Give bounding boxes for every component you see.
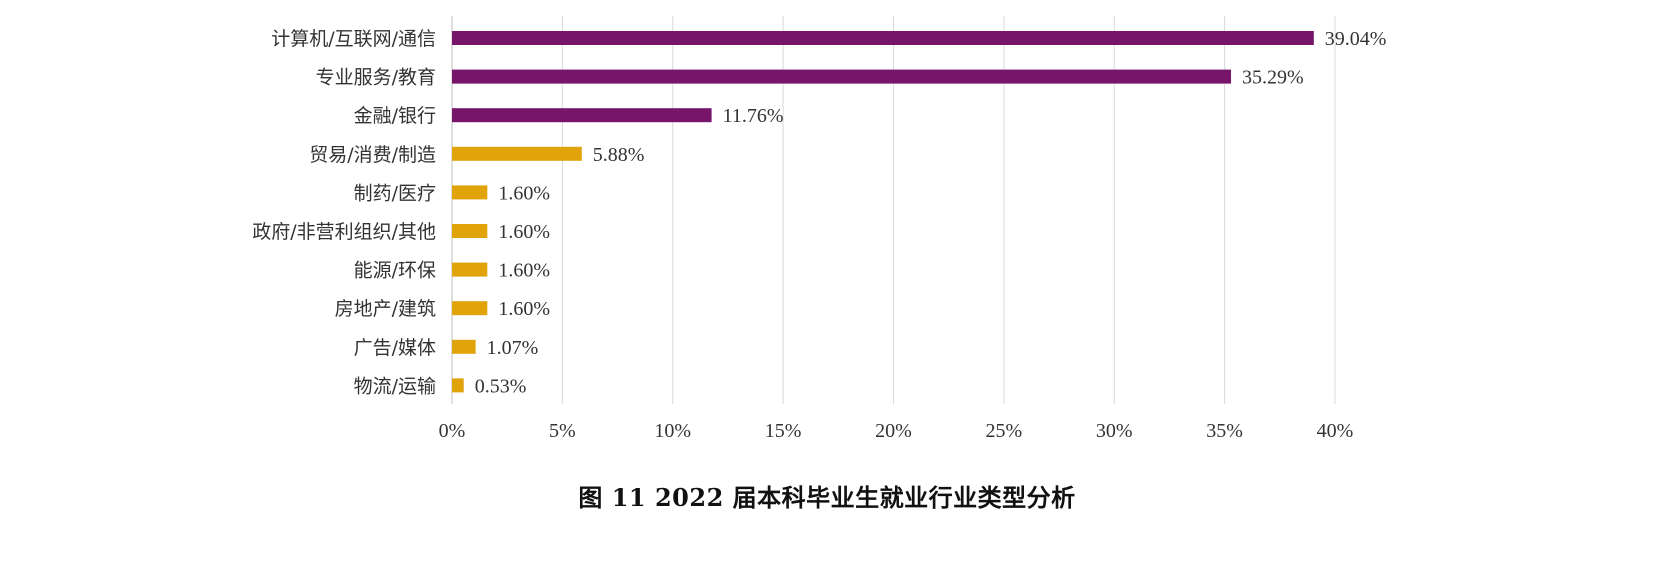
x-tick-label-5: 25% [986,420,1023,442]
x-tick-label-1: 5% [549,420,576,442]
category-label-4: 制药/医疗 [354,182,436,204]
bar-3 [452,146,582,161]
data-label-5: 1.60% [498,221,550,243]
bar-6 [452,262,488,277]
data-label-6: 1.60% [498,260,550,282]
x-tick-label-6: 30% [1096,420,1133,442]
category-label-2: 金融/银行 [354,105,436,127]
category-label-6: 能源/环保 [354,260,436,282]
bar-7 [452,301,488,316]
chart-caption: 图 11 2022 届本科毕业生就业行业类型分析 [578,483,1076,512]
x-tick-label-3: 15% [765,420,802,442]
bar-chart: 计算机/互联网/通信 39.04% 专业服务/教育 35.29% 金融/银行 11.76%… [252,16,1387,442]
category-label-3: 贸易/消费/制造 [309,144,436,166]
data-label-2: 11.76% [723,105,784,127]
bar-0 [452,31,1314,45]
x-tick-label-0: 0% [439,420,466,442]
data-label-8: 1.07% [487,337,539,359]
category-label-8: 广告/媒体 [354,337,436,359]
bar-1 [452,69,1232,84]
data-label-0: 39.04% [1325,28,1387,50]
category-label-0: 计算机/互联网/通信 [271,28,436,50]
x-tick-label-8: 40% [1317,420,1354,442]
bar-2 [452,108,712,123]
x-tick-label-4: 20% [875,420,912,442]
category-label-5: 政府/非营利组织/其他 [252,221,436,243]
data-label-7: 1.60% [498,298,550,320]
category-label-1: 专业服务/教育 [316,67,436,89]
category-label-9: 物流/运输 [354,375,436,397]
bar-8 [452,339,476,354]
data-label-1: 35.29% [1242,67,1304,89]
x-tick-label-7: 35% [1206,420,1243,442]
bar-5 [452,224,488,238]
data-label-9: 0.53% [475,375,527,397]
category-label-7: 房地产/建筑 [335,298,436,320]
bar-4 [452,185,488,200]
data-label-3: 5.88% [593,144,645,166]
data-label-4: 1.60% [498,182,550,204]
bar-9 [452,378,464,393]
x-tick-label-2: 10% [654,420,691,442]
